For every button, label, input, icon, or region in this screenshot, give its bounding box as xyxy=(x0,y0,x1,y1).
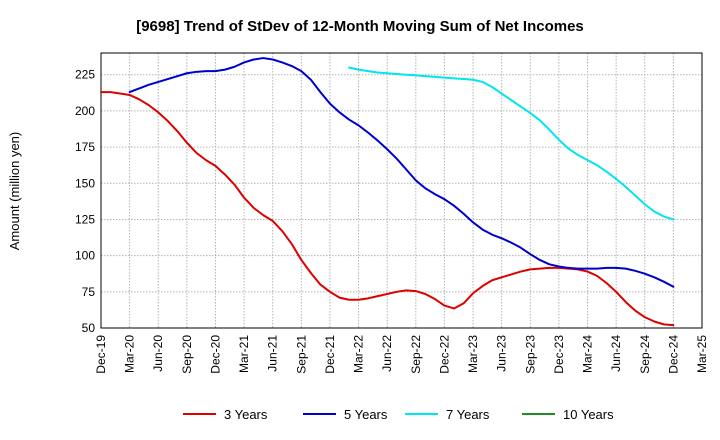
x-tick-label: Dec-21 xyxy=(323,335,337,374)
y-tick-label: 225 xyxy=(75,68,95,82)
chart-title: [9698] Trend of StDev of 12-Month Moving… xyxy=(136,18,584,35)
series-line xyxy=(348,66,675,221)
x-tick-label: Sep-21 xyxy=(294,335,308,374)
series-lines xyxy=(100,57,675,327)
y-axis-label: Amount (million yen) xyxy=(7,132,22,251)
legend-label: 3 Years xyxy=(224,407,268,422)
x-tick-label: Dec-20 xyxy=(208,335,222,374)
x-tick-label: Jun-20 xyxy=(151,335,165,372)
grid xyxy=(100,53,703,329)
series-line xyxy=(128,57,675,288)
x-tick-label: Dec-23 xyxy=(552,335,566,374)
axes: Dec-19 Mar-20 Jun-20 Sep-20 Dec-20 Mar-21 Jun-… xyxy=(75,52,709,374)
y-tick-label: 150 xyxy=(75,176,95,190)
x-tick-label: Dec-24 xyxy=(666,335,680,374)
y-tick-label: 50 xyxy=(82,321,96,335)
x-tick-label: Sep-23 xyxy=(523,335,537,374)
x-tick-label: Dec-22 xyxy=(437,335,451,374)
x-tick-label: Mar-24 xyxy=(581,335,595,373)
y-tick-label: 200 xyxy=(75,104,95,118)
x-tick-label: Jun-21 xyxy=(266,335,280,372)
legend-label: 7 Years xyxy=(446,407,490,422)
x-tick-label: Mar-20 xyxy=(123,335,137,373)
legend: 3 Years 5 Years 7 Years 10 Years xyxy=(183,407,614,422)
x-tick-label: Jun-24 xyxy=(609,335,623,372)
x-tick-label: Sep-20 xyxy=(180,335,194,374)
x-tick-label: Dec-19 xyxy=(94,335,108,374)
y-tick-label: 75 xyxy=(82,285,96,299)
legend-label: 5 Years xyxy=(344,407,388,422)
x-tick-label: Mar-25 xyxy=(695,335,709,373)
x-tick-label: Mar-21 xyxy=(237,335,251,373)
x-tick-label: Mar-22 xyxy=(352,335,366,373)
x-tick-label: Jun-23 xyxy=(495,335,509,372)
y-tick-label: 175 xyxy=(75,140,95,154)
x-tick-label: Jun-22 xyxy=(380,335,394,372)
x-tick-label: Mar-23 xyxy=(466,335,480,373)
legend-label: 10 Years xyxy=(563,407,614,422)
x-tick-label: Sep-22 xyxy=(409,335,423,374)
x-tick-label: Sep-24 xyxy=(638,335,652,374)
plot-frame xyxy=(100,52,703,329)
y-tick-label: 125 xyxy=(75,212,95,226)
y-tick-label: 100 xyxy=(75,249,95,263)
